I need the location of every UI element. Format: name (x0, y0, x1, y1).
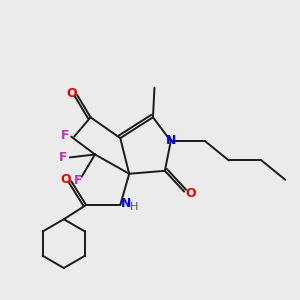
Text: F: F (59, 151, 68, 164)
Text: F: F (74, 174, 82, 187)
Text: H: H (130, 202, 138, 212)
Text: N: N (120, 197, 131, 210)
Text: O: O (185, 187, 196, 200)
Text: O: O (67, 87, 77, 100)
Text: F: F (60, 129, 69, 142)
Text: N: N (166, 134, 177, 147)
Text: O: O (61, 173, 71, 186)
